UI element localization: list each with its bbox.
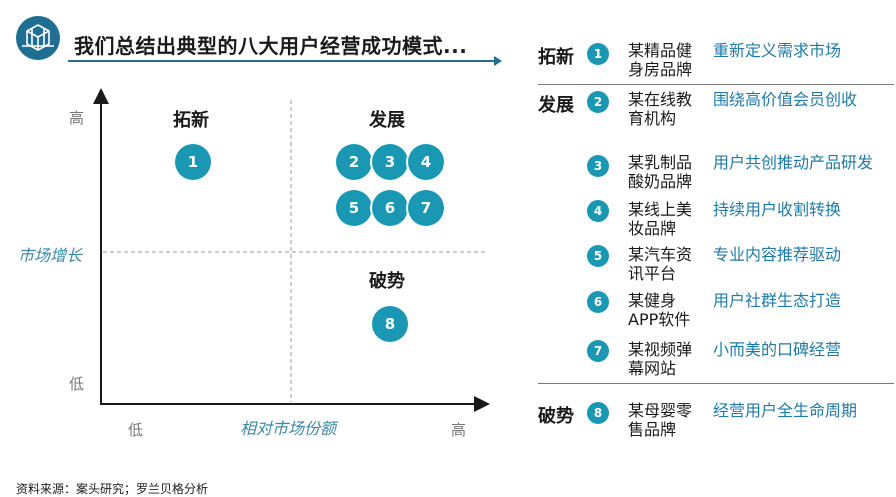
group-label-explore: 拓新	[538, 47, 574, 68]
quadrant-label-explore: 拓新	[173, 110, 209, 131]
crystal-cube-icon	[22, 24, 54, 51]
case-brand: 某线上美妆品牌	[628, 200, 693, 238]
case-number: 6	[587, 291, 609, 313]
case-brand: 某视频弹幕网站	[628, 340, 693, 378]
case-description: 用户共创推动产品研发	[713, 153, 874, 172]
case-list: 拓新 发展 破势 1 某精品健身房品牌 重新定义需求市场 2 某在线教育机构 围…	[538, 0, 894, 460]
growth-share-matrix: 高 低 低 高 市场增长 相对市场份额 拓新 发展 破势 1 2 3 4 5 6…	[18, 88, 490, 439]
case-bubble-6: 6	[372, 190, 408, 226]
case-bubble-2: 2	[336, 144, 372, 180]
case-bubble-1: 1	[175, 144, 211, 180]
group-label-breakthrough: 破势	[538, 406, 574, 427]
case-description: 用户社群生态打造	[713, 291, 842, 310]
case-brand: 某在线教育机构	[628, 90, 693, 128]
y-axis-title: 市场增长	[18, 246, 83, 265]
title-underline	[68, 60, 498, 62]
case-bubble-4: 4	[408, 144, 444, 180]
case-description: 小而美的口碑经营	[713, 340, 842, 359]
case-number: 7	[587, 340, 609, 362]
case-bubble-8: 8	[372, 306, 408, 342]
y-axis-high-label: 高	[69, 109, 85, 127]
case-description: 围绕高价值会员创收	[713, 90, 858, 109]
group-label-develop: 发展	[538, 95, 574, 116]
matrix-axes	[93, 88, 490, 412]
case-brand: 某精品健身房品牌	[628, 41, 693, 79]
y-axis-low-label: 低	[69, 375, 85, 393]
group-separator	[538, 383, 894, 384]
case-number: 1	[587, 43, 609, 65]
case-description: 专业内容推荐驱动	[713, 245, 842, 264]
source-note: 资料来源：案头研究；罗兰贝格分析	[16, 482, 209, 496]
x-axis-high-label: 高	[451, 421, 467, 439]
case-number: 3	[587, 155, 609, 177]
page-title: 我们总结出典型的八大用户经营成功模式...	[74, 34, 468, 58]
case-bubble-3: 3	[372, 144, 408, 180]
case-number: 5	[587, 245, 609, 267]
case-description: 持续用户收割转换	[713, 200, 842, 219]
logo	[16, 16, 60, 60]
x-axis-title: 相对市场份额	[240, 419, 337, 438]
quadrant-label-breakthrough: 破势	[369, 271, 405, 292]
case-brand: 某母婴零售品牌	[628, 401, 693, 439]
case-bubble-7: 7	[408, 190, 444, 226]
quadrant-label-develop: 发展	[369, 110, 405, 131]
case-brand: 某汽车资讯平台	[628, 245, 693, 283]
case-brand: 某乳制品酸奶品牌	[628, 153, 693, 191]
x-axis-low-label: 低	[128, 421, 144, 439]
case-brand: 某健身APP软件	[628, 291, 691, 329]
case-number: 4	[587, 200, 609, 222]
case-number: 8	[587, 402, 609, 424]
group-separator	[538, 84, 894, 85]
case-bubble-5: 5	[336, 190, 372, 226]
case-description: 重新定义需求市场	[713, 41, 842, 60]
case-number: 2	[587, 91, 609, 113]
title-arrow-icon	[494, 56, 502, 66]
case-description: 经营用户全生命周期	[713, 401, 858, 420]
